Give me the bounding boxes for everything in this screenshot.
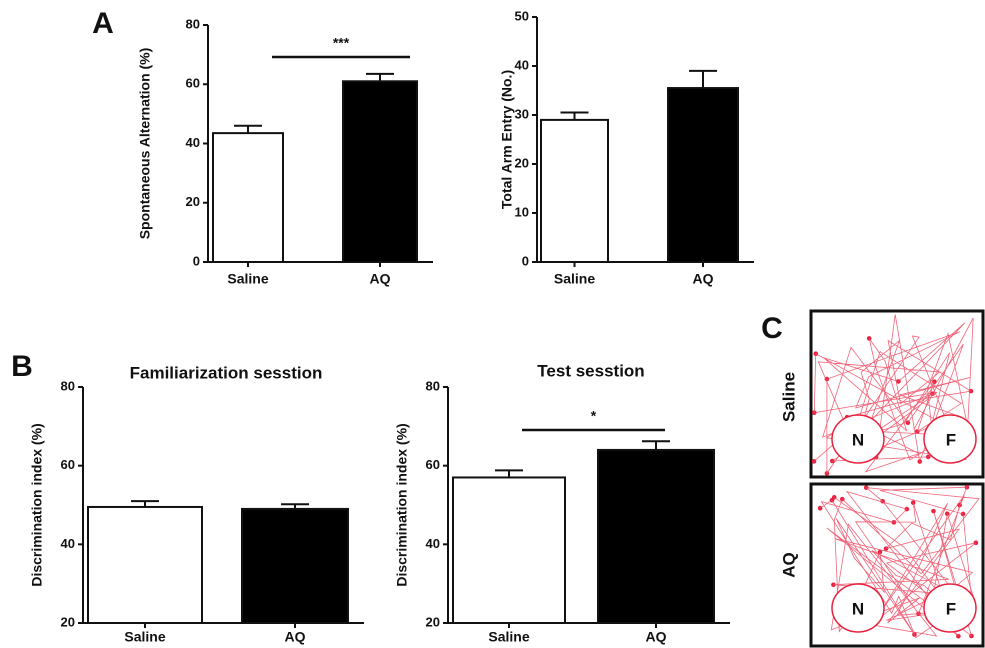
y-tick-label: 60 [426,457,440,472]
zone [923,414,977,464]
y-tick-label: 40 [186,135,200,150]
zone-label: N [852,599,864,618]
x-tick-label: Saline [554,271,595,287]
bar [597,448,715,624]
y-tick-label: 40 [61,536,75,551]
significance-label: * [591,408,597,424]
x-tick-label: AQ [646,629,667,645]
y-tick-label: 30 [515,106,529,121]
x-tick-label: Saline [124,629,165,645]
y-tick-label: 0 [193,253,200,268]
zone-label: N [852,430,864,449]
y-tick-label: 10 [515,204,529,219]
track-path [813,314,974,475]
x-tick-label: AQ [693,271,714,287]
row-label: AQ [779,552,798,578]
x-tick-label: AQ [370,271,391,287]
bar [667,87,739,263]
y-tick-label: 20 [515,155,529,170]
zone-label: F [946,599,956,618]
y-tick-label: 60 [186,76,200,91]
bar [241,507,349,624]
y-tick-label: 80 [61,378,75,393]
y-tick-label: 0 [522,253,529,268]
bar [212,132,284,263]
x-tick-label: AQ [285,629,306,645]
chart-title: Test sesstion [537,361,644,380]
bar [342,80,418,263]
track-panel: Saline AQ N F N F [779,309,985,648]
chart-title: Familiarization sesstion [130,363,323,382]
y-axis-label: Discrimination index (%) [394,423,410,586]
significance-label: *** [333,35,350,51]
zone [831,414,885,464]
panel-label: A [92,7,114,40]
y-tick-label: 80 [186,16,200,31]
y-tick-label: 60 [61,457,75,472]
y-tick-label: 80 [426,378,440,393]
zone-label: F [946,430,956,449]
y-axis-label: Spontaneous Alternation (%) [137,48,153,240]
y-axis-label: Discrimination index (%) [29,423,45,586]
y-tick-label: 20 [426,614,440,629]
y-tick-label: 40 [426,536,440,551]
bar [540,118,609,264]
bar [87,505,203,625]
x-tick-label: Saline [227,271,268,287]
y-tick-label: 20 [186,194,200,209]
zone [831,583,885,633]
y-axis-label: Total Arm Entry (No.) [499,70,515,209]
bar [452,476,566,625]
zone [923,583,977,633]
row-label: Saline [779,372,798,422]
track-path [819,486,980,639]
y-tick-label: 50 [515,8,529,23]
y-tick-label: 20 [61,614,75,629]
panel-label: C [761,312,783,345]
x-tick-label: Saline [488,629,529,645]
panel-label: B [11,350,33,383]
y-tick-label: 40 [515,57,529,72]
